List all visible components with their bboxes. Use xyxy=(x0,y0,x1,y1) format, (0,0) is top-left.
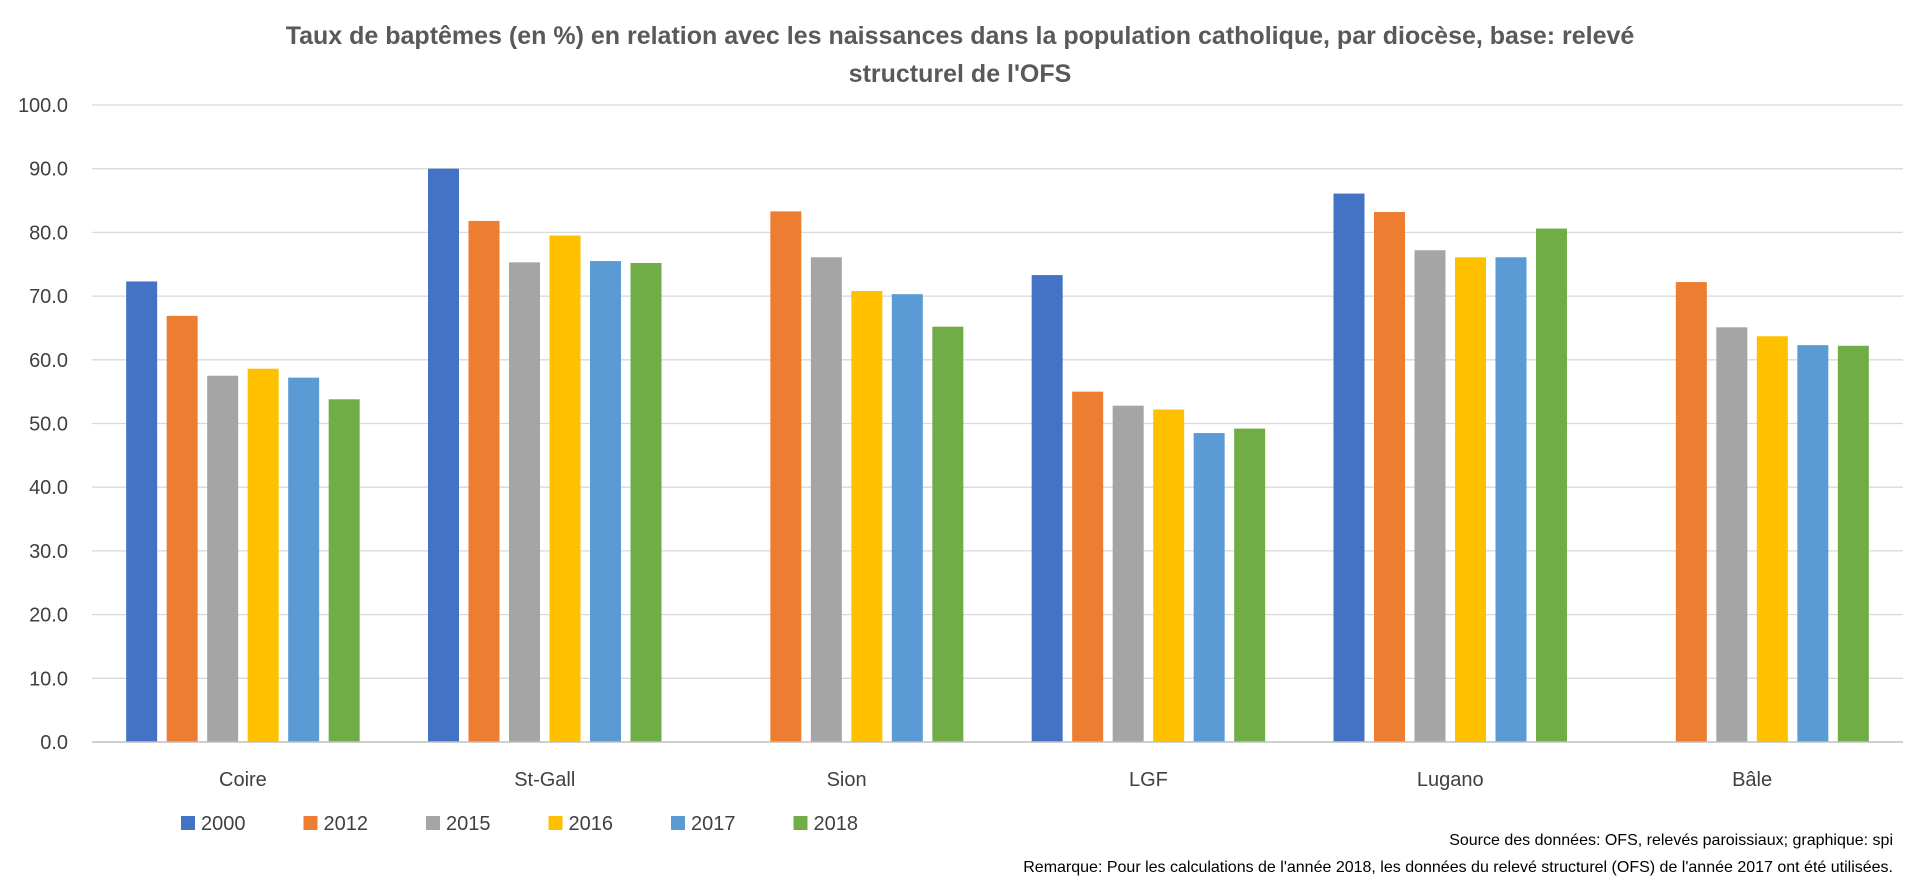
bar-2012-lugano xyxy=(1374,212,1405,743)
y-tick-label: 0.0 xyxy=(40,732,68,754)
legend-swatch-2016 xyxy=(548,816,563,830)
bar-2017-lugano xyxy=(1495,257,1527,742)
legend-label: 2017 xyxy=(691,813,736,835)
x-category-label: Sion xyxy=(827,769,867,791)
bar-2015-bâle xyxy=(1716,327,1748,742)
legend-swatch-2000 xyxy=(181,816,195,830)
bar-2000-lgf xyxy=(1031,275,1063,742)
bar-2016-st-gall xyxy=(549,235,581,742)
bar-2018-coire xyxy=(328,399,360,742)
bar-2012-sion xyxy=(770,211,802,742)
y-tick-label: 10.0 xyxy=(29,668,68,690)
legend-label: 2012 xyxy=(324,813,369,835)
legend-label: 2000 xyxy=(201,813,246,835)
bars xyxy=(126,168,1869,743)
bar-2015-coire xyxy=(207,375,239,742)
bar-2016-sion xyxy=(851,291,883,742)
y-tick-label: 70.0 xyxy=(29,286,68,308)
legend-swatch-2015 xyxy=(426,816,440,830)
bar-2018-st-gall xyxy=(630,262,662,742)
y-tick-label: 40.0 xyxy=(29,477,68,499)
y-tick-label: 90.0 xyxy=(29,159,68,181)
y-tick-label: 80.0 xyxy=(29,222,68,244)
legend-label: 2018 xyxy=(814,813,859,835)
y-tick-label: 50.0 xyxy=(29,414,68,436)
x-axis-categories: Coire St-Gall Sion LGF Lugano Bâle xyxy=(219,769,1772,791)
bar-2000-coire xyxy=(126,281,158,742)
y-tick-label: 30.0 xyxy=(29,541,68,563)
bar-2015-lugano xyxy=(1414,250,1446,742)
bar-2017-sion xyxy=(891,294,923,742)
legend-swatch-2017 xyxy=(671,816,685,830)
bar-2017-lgf xyxy=(1193,433,1225,742)
bar-2018-lgf xyxy=(1234,428,1266,742)
x-category-label: Bâle xyxy=(1732,769,1772,791)
bar-2000-lugano xyxy=(1333,193,1365,743)
bar-2018-lugano xyxy=(1536,228,1567,742)
bar-2015-st-gall xyxy=(509,262,540,742)
legend: 2000 2012 2015 2016 2017 2018 xyxy=(181,813,858,835)
x-category-label: LGF xyxy=(1129,769,1168,791)
legend-swatch-2012 xyxy=(303,816,318,830)
y-axis-ticks: 0.0 10.0 20.0 30.0 40.0 50.0 60.0 70.0 80.0 90.0 1… xyxy=(18,95,68,754)
legend-swatch-2018 xyxy=(793,816,808,830)
legend-label: 2015 xyxy=(446,813,491,835)
bar-2016-lgf xyxy=(1153,409,1185,742)
bar-2016-coire xyxy=(247,368,279,742)
bar-2012-lgf xyxy=(1072,391,1104,742)
bar-2018-bâle xyxy=(1837,345,1869,742)
bar-2015-sion xyxy=(810,257,842,742)
x-category-label: St-Gall xyxy=(514,769,575,791)
bar-2016-bâle xyxy=(1756,336,1788,742)
bar-2017-coire xyxy=(288,377,320,742)
bar-2017-bâle xyxy=(1797,345,1829,742)
remark-note: Remarque: Pour les calculations de l'ann… xyxy=(1023,859,1893,876)
chart-title-line-2: structurel de l'OFS xyxy=(849,60,1072,88)
source-note: Source des données: OFS, relevés paroiss… xyxy=(1449,832,1893,849)
bar-2012-coire xyxy=(166,315,198,742)
x-category-label: Lugano xyxy=(1417,769,1484,791)
y-tick-label: 60.0 xyxy=(29,350,68,372)
bar-2018-sion xyxy=(932,326,964,742)
bar-2016-lugano xyxy=(1455,257,1486,742)
bar-2015-lgf xyxy=(1112,405,1144,742)
gridlines xyxy=(92,104,1903,679)
bar-2012-bâle xyxy=(1675,282,1707,742)
bar-2000-st-gall xyxy=(428,168,459,742)
x-category-label: Coire xyxy=(219,769,267,791)
y-tick-label: 20.0 xyxy=(29,605,68,627)
y-tick-label: 100.0 xyxy=(18,95,68,117)
bar-2012-st-gall xyxy=(468,220,500,742)
chart-title-line-1: Taux de baptêmes (en %) en relation avec… xyxy=(286,22,1635,50)
legend-label: 2016 xyxy=(569,813,614,835)
bar-2017-st-gall xyxy=(590,261,621,742)
